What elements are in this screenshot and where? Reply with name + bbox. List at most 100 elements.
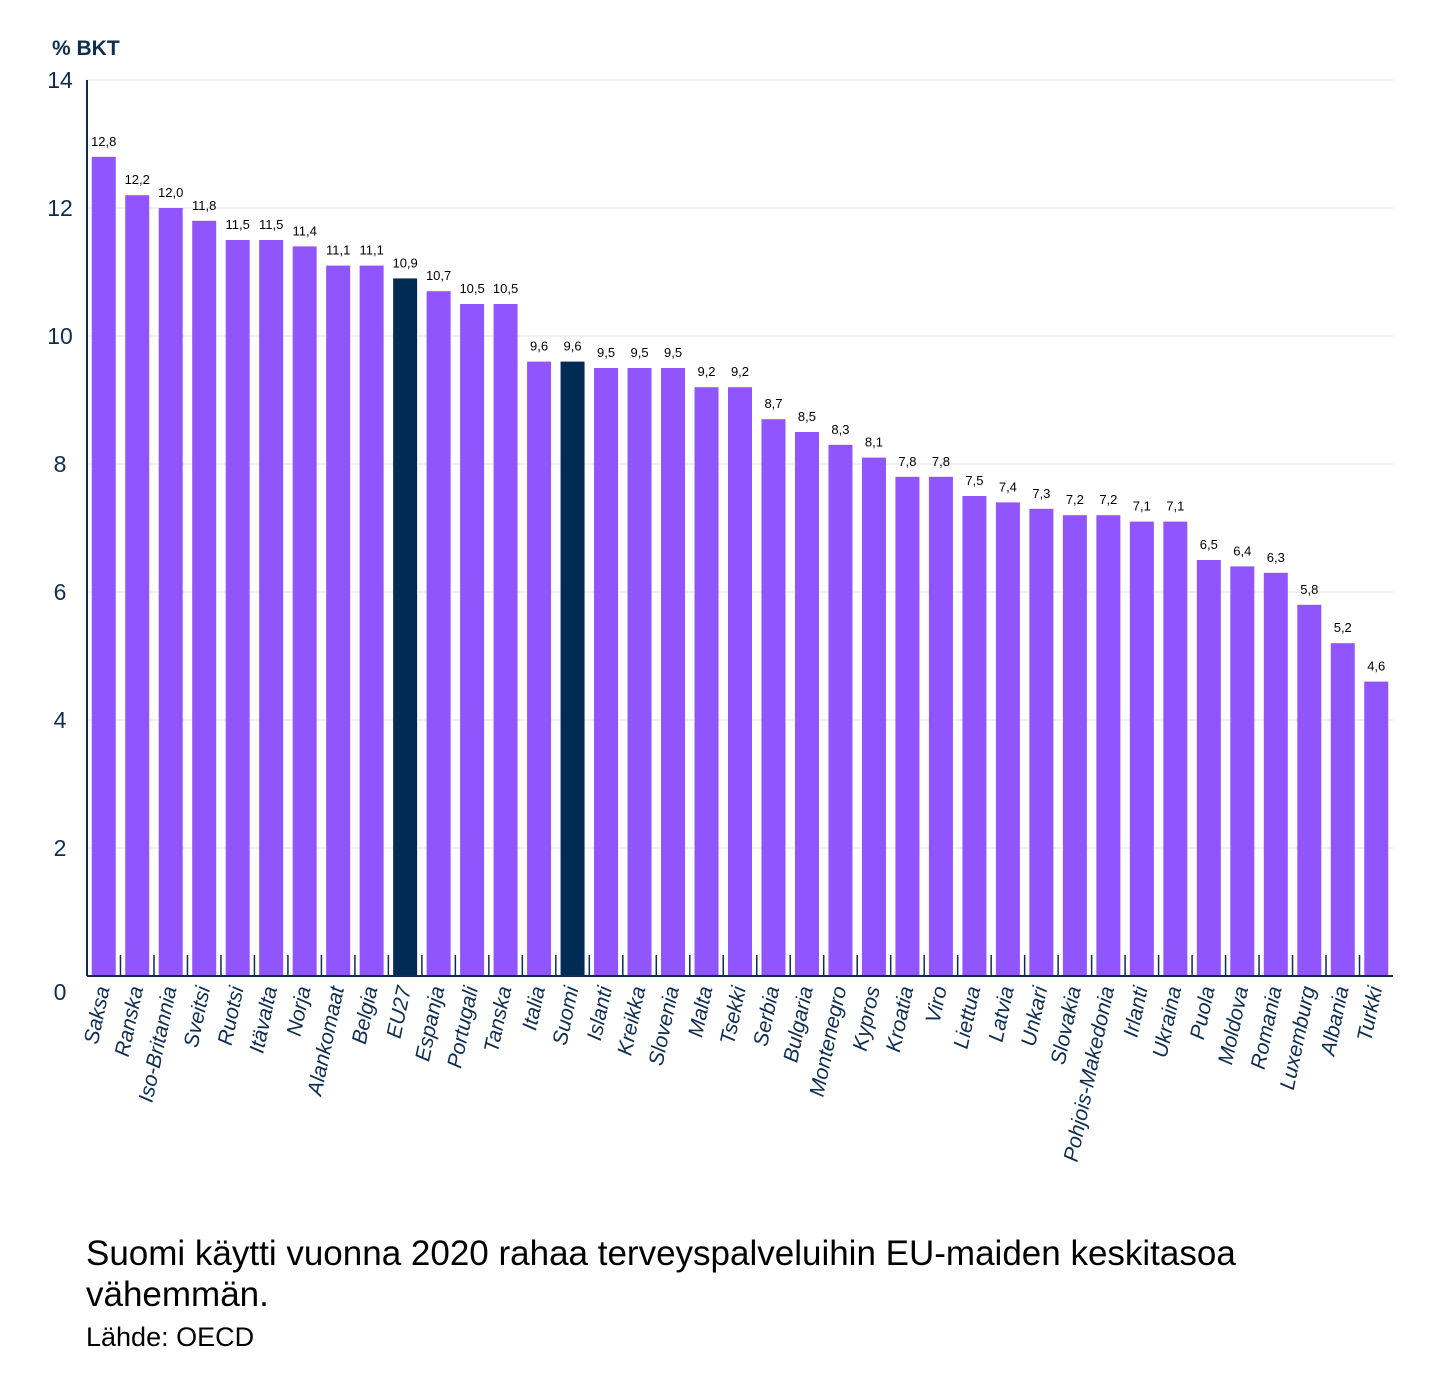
x-tick-label: Bulgaria — [779, 984, 818, 1064]
data-label: 7,8 — [898, 454, 916, 469]
chart-caption: Suomi käytti vuonna 2020 rahaa terveyspa… — [86, 1234, 1236, 1314]
data-label: 7,2 — [1066, 492, 1084, 507]
bar-norja — [292, 246, 317, 976]
data-label: 10,5 — [493, 281, 518, 296]
data-label: 7,3 — [1032, 486, 1050, 501]
bar-portugali — [460, 304, 485, 976]
bar-luxemburg — [1297, 604, 1322, 976]
data-label: 10,7 — [426, 268, 451, 283]
bar-unkari — [1029, 508, 1054, 976]
data-label: 7,5 — [965, 473, 983, 488]
data-label: 9,5 — [664, 345, 682, 360]
x-tick-label: Italia — [518, 984, 550, 1032]
x-tick-label: Irlanti — [1120, 983, 1153, 1039]
bar-latvia — [995, 502, 1020, 976]
bar-montenegro — [828, 444, 853, 976]
y-tick-label: 12 — [47, 195, 73, 221]
x-tick-label: Ranska — [111, 984, 148, 1058]
data-label: 5,2 — [1334, 620, 1352, 635]
bar-moldova — [1230, 566, 1255, 976]
y-tick-label: 8 — [54, 451, 67, 477]
x-tick-label: Serbia — [749, 984, 784, 1048]
bar-serbia — [761, 419, 786, 976]
y-tick-label: 14 — [47, 67, 73, 93]
data-label: 7,8 — [932, 454, 950, 469]
bar-irlanti — [1129, 521, 1154, 976]
bar-iso-britannia — [158, 208, 183, 976]
x-tick-label: Kroatia — [882, 984, 918, 1054]
data-label: 7,4 — [999, 479, 1017, 494]
bar-kypros — [861, 457, 886, 977]
data-label: 7,1 — [1166, 499, 1184, 514]
bar-liettua — [962, 496, 987, 976]
data-label: 12,8 — [91, 134, 116, 149]
x-tick-label: Saksa — [80, 984, 115, 1046]
bar-turkki — [1364, 681, 1389, 976]
data-label: 11,4 — [292, 223, 316, 238]
bar-chart: % BKT 0 2 4 6 8 10 12 14 12,8 Saksa 12,2 Ranska 12,0 I… — [47, 37, 1393, 1164]
data-label: 7,1 — [1133, 499, 1151, 514]
x-tick-label: Turkki — [1353, 983, 1387, 1043]
data-label: 4,6 — [1367, 659, 1385, 674]
x-tick-label: Tanska — [480, 984, 516, 1054]
bar-puola — [1196, 560, 1221, 976]
x-tick-label: Unkari — [1017, 983, 1052, 1048]
bar-islanti — [594, 368, 619, 976]
x-tick-label: Puola — [1186, 984, 1220, 1041]
bar-kreikka — [627, 368, 652, 976]
y-tick-label: 10 — [47, 323, 73, 349]
bar-kroatia — [895, 476, 920, 976]
data-label: 11,5 — [259, 217, 283, 232]
x-tick-label: Belgia — [348, 984, 383, 1046]
bar-italia — [527, 361, 552, 977]
x-tick-label: Slovenia — [645, 984, 684, 1068]
x-tick-label: Itävalta — [245, 984, 282, 1055]
data-label: 9,2 — [697, 364, 715, 379]
data-label: 7,2 — [1099, 492, 1117, 507]
x-tick-label: Moldova — [1214, 984, 1253, 1066]
y-tick-label: 2 — [54, 835, 67, 861]
y-tick-label: 0 — [54, 979, 67, 1005]
x-tick-label: Suomi — [549, 983, 584, 1047]
x-tick-label: Kypros — [849, 984, 885, 1053]
bar-ukraina — [1163, 521, 1188, 976]
bar-ranska — [125, 195, 150, 976]
chart-source: Lähde: OECD — [86, 1322, 255, 1352]
data-label: 12,2 — [125, 172, 150, 187]
bar-slovakia — [1062, 515, 1087, 976]
data-label: 6,5 — [1200, 537, 1218, 552]
bar-tanska — [493, 304, 518, 976]
y-axis-label: % BKT — [52, 37, 120, 60]
bar-slovenia — [661, 368, 686, 976]
x-tick-label: EU27 — [383, 983, 417, 1040]
bar-saksa — [91, 156, 116, 977]
bar-suomi — [560, 361, 585, 977]
bar-malta — [694, 387, 719, 976]
data-label: 8,3 — [831, 422, 849, 437]
data-label: 12,0 — [158, 185, 183, 200]
data-label: 9,6 — [564, 339, 582, 354]
x-tick-label: Romania — [1247, 984, 1287, 1071]
x-tick-label: Slovakia — [1047, 984, 1086, 1066]
bar-pohjois-makedonia — [1096, 515, 1121, 976]
data-label: 8,1 — [865, 435, 883, 450]
bar-albania — [1330, 643, 1355, 976]
data-label: 11,5 — [226, 217, 250, 232]
data-label: 10,5 — [459, 281, 484, 296]
bar-espanja — [426, 291, 451, 976]
data-label: 11,8 — [192, 198, 216, 213]
bar-eu27 — [393, 278, 418, 976]
y-tick-label: 6 — [54, 579, 67, 605]
data-label: 9,5 — [630, 345, 648, 360]
x-tick-label: Ukraina — [1149, 984, 1187, 1060]
x-tick-label: Espanja — [411, 984, 449, 1063]
x-tick-label: Albania — [1316, 984, 1353, 1059]
bar-itävalta — [259, 240, 284, 976]
data-label: 8,7 — [764, 396, 782, 411]
x-tick-label: Sveitsi — [180, 983, 216, 1050]
bar-tsekki — [728, 387, 752, 976]
data-label: 11,1 — [359, 243, 383, 258]
data-label: 5,8 — [1300, 582, 1318, 597]
data-label: 10,9 — [392, 255, 417, 270]
data-label: 9,2 — [731, 364, 749, 379]
